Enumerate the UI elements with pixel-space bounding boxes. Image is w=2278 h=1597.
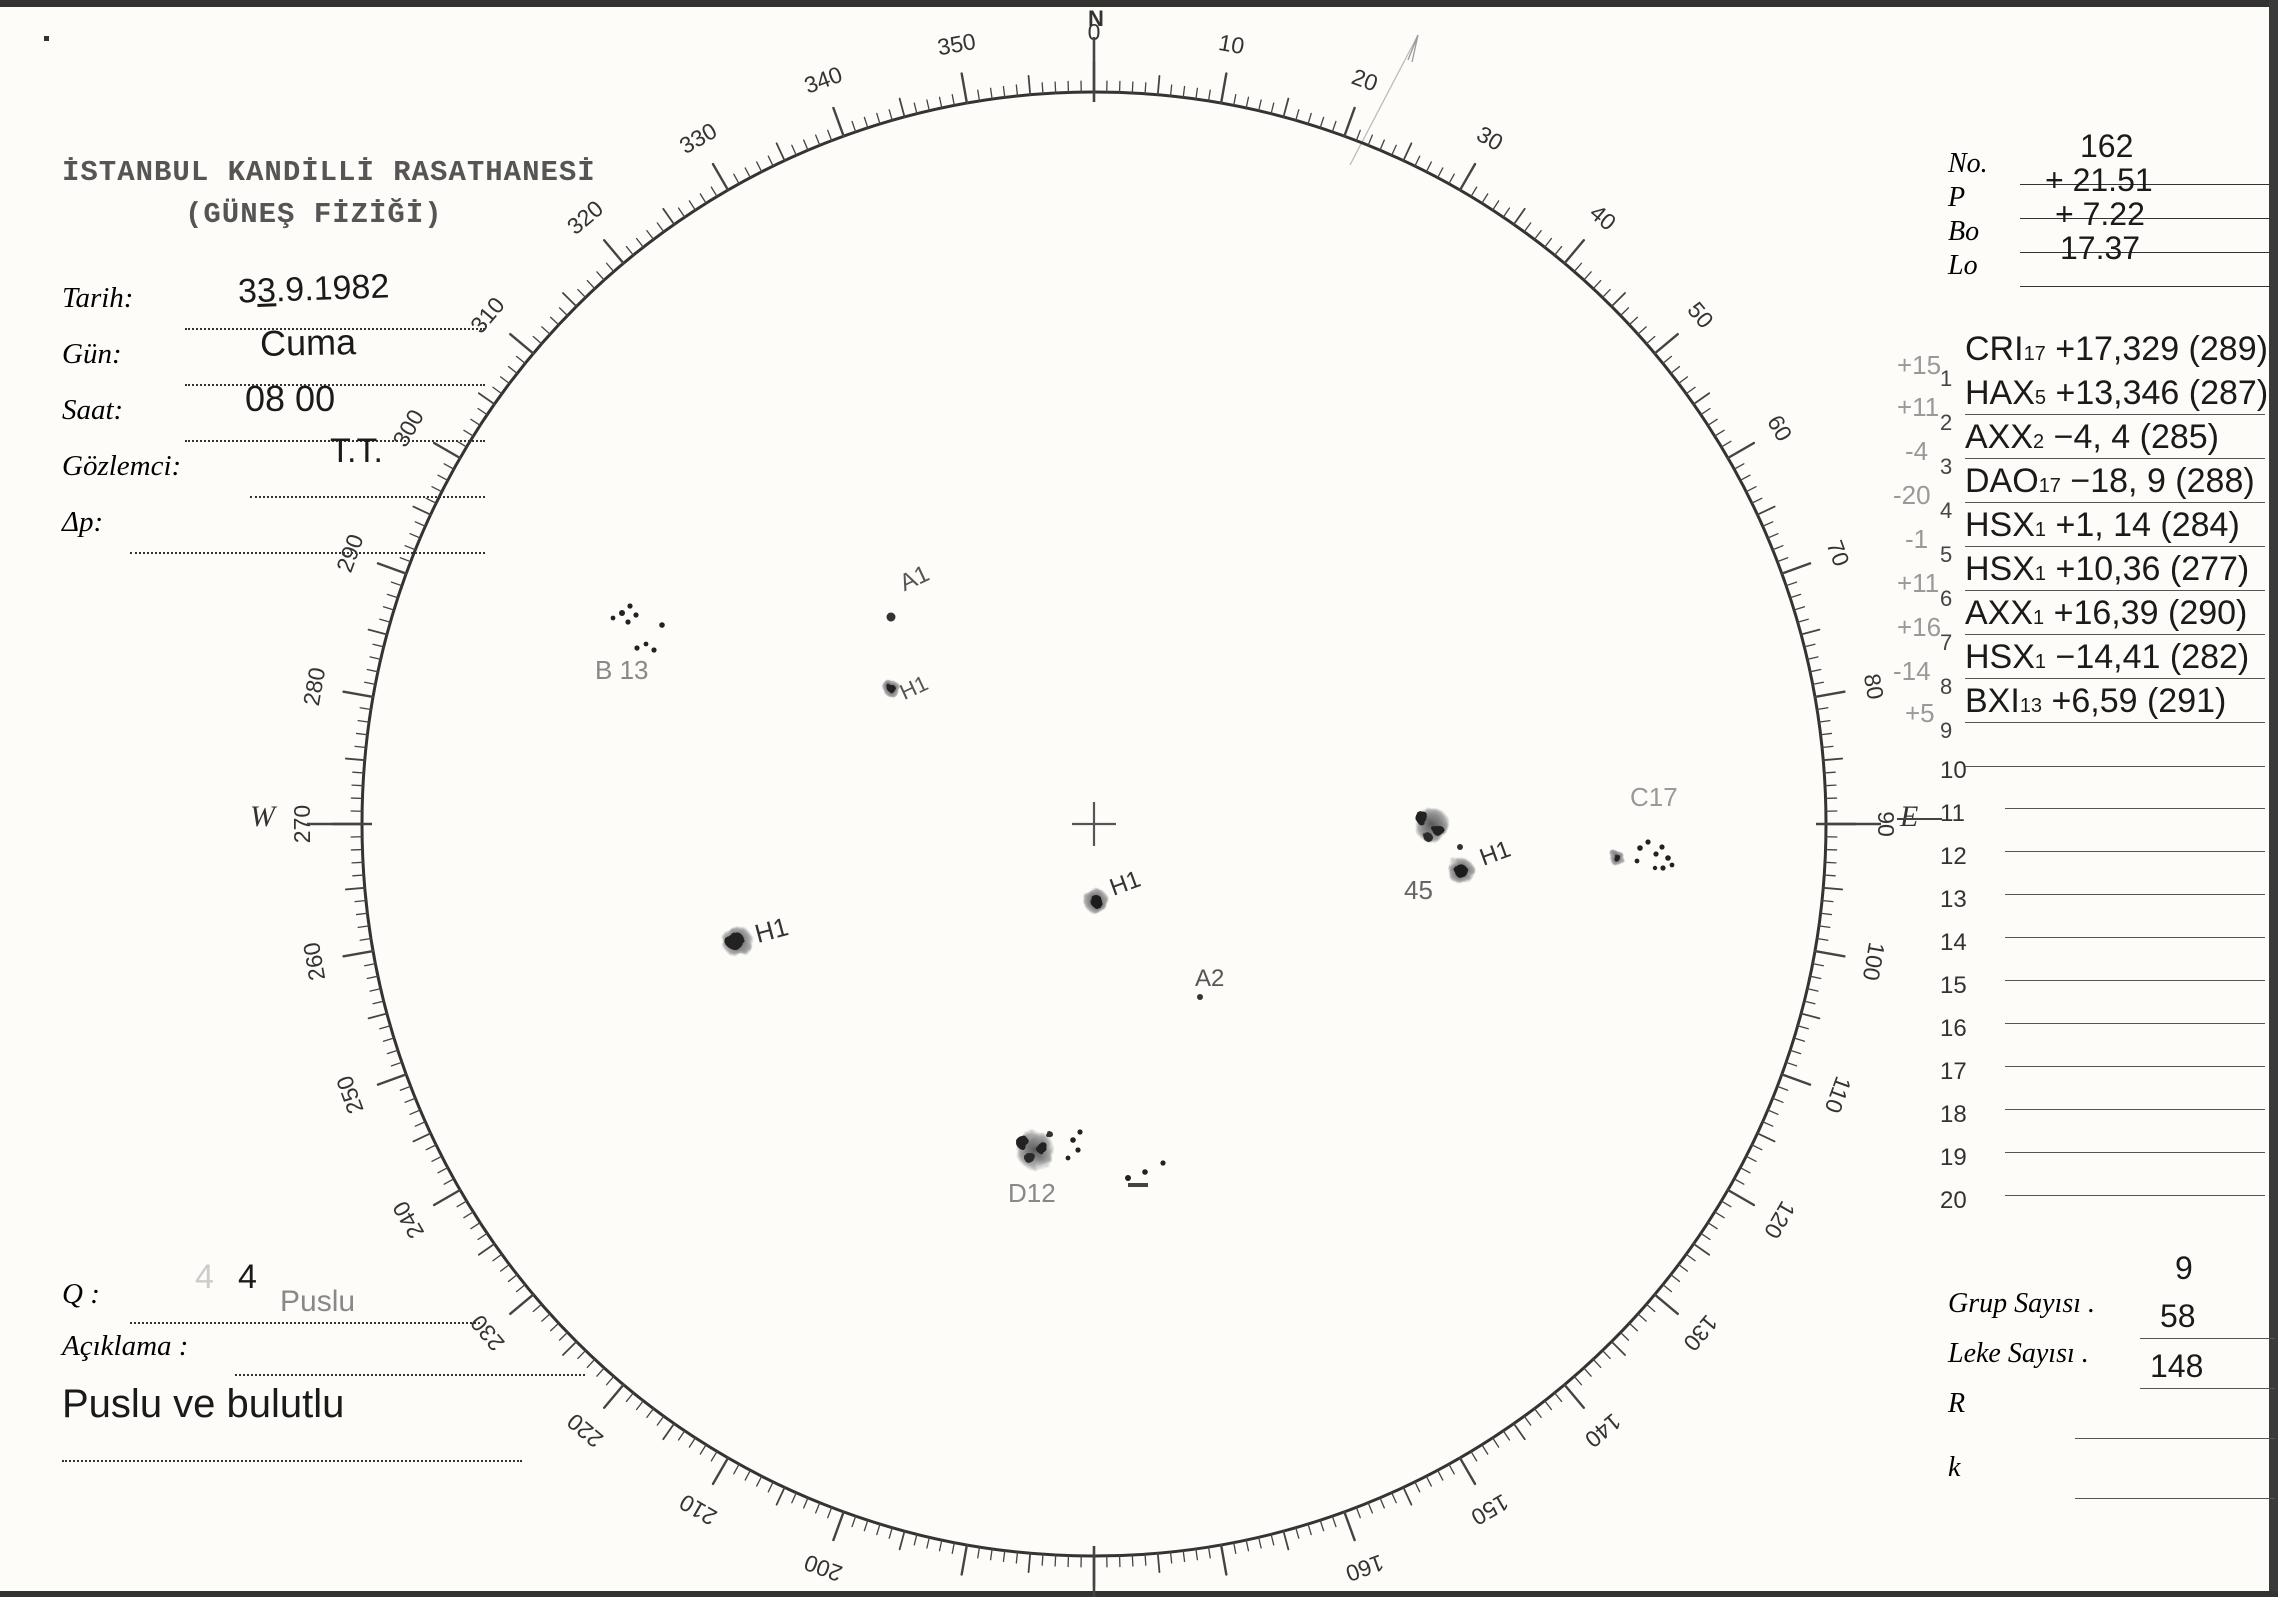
svg-text:350: 350: [935, 28, 977, 60]
svg-text:30: 30: [1472, 121, 1507, 156]
svg-text:290: 290: [331, 531, 369, 576]
svg-text:200: 200: [801, 1549, 846, 1587]
svg-text:260: 260: [298, 940, 330, 982]
svg-text:130: 130: [1678, 1310, 1723, 1356]
svg-text:340: 340: [801, 61, 846, 99]
svg-text:10: 10: [1217, 29, 1247, 59]
svg-text:100: 100: [1858, 940, 1890, 982]
svg-text:50: 50: [1682, 297, 1718, 333]
svg-text:300: 300: [387, 405, 429, 451]
svg-text:80: 80: [1859, 672, 1889, 702]
svg-text:150: 150: [1467, 1489, 1513, 1531]
svg-text:60: 60: [1762, 410, 1797, 445]
svg-text:230: 230: [465, 1310, 510, 1356]
svg-text:70: 70: [1822, 537, 1855, 570]
svg-text:20: 20: [1348, 63, 1381, 96]
svg-text:240: 240: [387, 1197, 429, 1243]
svg-text:190: 190: [935, 1588, 977, 1597]
svg-text:120: 120: [1759, 1197, 1801, 1243]
svg-text:310: 310: [465, 292, 510, 338]
svg-text:250: 250: [331, 1072, 369, 1117]
svg-text:220: 220: [562, 1408, 608, 1453]
svg-text:140: 140: [1580, 1408, 1626, 1453]
svg-text:280: 280: [298, 665, 330, 707]
svg-text:330: 330: [675, 117, 721, 159]
svg-text:320: 320: [562, 195, 608, 240]
svg-text:110: 110: [1820, 1073, 1857, 1116]
svg-text:160: 160: [1342, 1549, 1387, 1587]
svg-text:210: 210: [675, 1489, 721, 1531]
svg-text:40: 40: [1585, 199, 1621, 235]
svg-text:170: 170: [1210, 1588, 1252, 1597]
